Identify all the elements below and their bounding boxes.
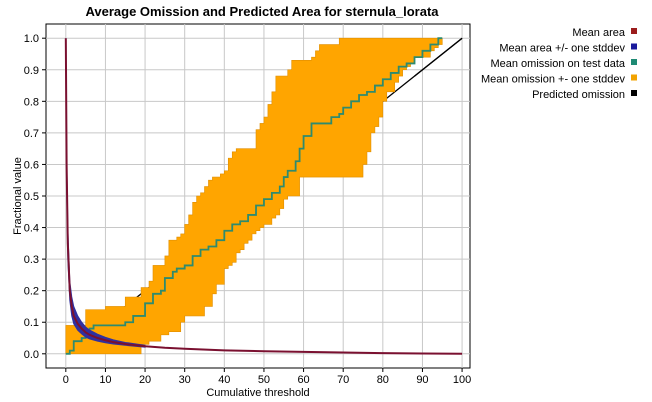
legend-label: Predicted omission [532,89,625,101]
legend-swatch [631,90,637,96]
x-tick-label: 20 [139,374,151,386]
legend-label: Mean area +/- one stddev [499,43,625,55]
x-tick-label: 90 [416,374,428,386]
mean-area-line [64,38,463,355]
y-tick-label: 0.5 [24,191,39,203]
y-axis-label: Fractional value [12,157,24,235]
y-tick-label: 0.2 [24,286,39,298]
y-tick-label: 1.0 [24,33,39,45]
x-tick-label: 0 [63,374,69,386]
legend-label: Mean omission on test data [490,58,625,70]
x-tick-label: 30 [179,374,191,386]
omission-stddev-band [65,37,443,355]
predicted-omission-line-top [414,37,463,77]
mean-omission-line [65,37,443,355]
legend-swatch [631,74,637,81]
y-tick-label: 0.4 [24,223,39,235]
legend: Mean area Mean area +/- one stddev Mean om… [481,27,637,101]
x-tick-label: 40 [218,374,230,386]
legend-label: Mean area [572,27,625,39]
x-tick-label: 80 [377,374,389,386]
x-tick-label: 70 [337,374,349,386]
x-tick-label: 60 [297,374,309,386]
y-tick-label: 0.3 [24,254,39,266]
y-tick-label: 0.0 [24,349,39,361]
legend-swatch [631,59,637,65]
x-tick-label: 10 [99,374,111,386]
x-tick-label: 100 [453,374,471,386]
legend-label: Mean omission +- one stddev [481,74,625,86]
chart-title: Average Omission and Predicted Area for … [85,4,439,19]
legend-swatch [631,43,637,50]
plot-area: 0 10 20 30 40 50 60 70 80 90 100 0.0 0.1 0.2 0.3 0.4 0.5… [24,23,471,386]
y-tick-label: 0.9 [24,65,39,77]
y-tick-label: 0.7 [24,128,39,140]
y-tick-label: 0.8 [24,96,39,108]
x-axis-label: Cumulative threshold [206,387,309,399]
y-tick-label: 0.1 [24,317,39,329]
y-tick-label: 0.6 [24,159,39,171]
legend-swatch [631,28,637,34]
x-tick-label: 50 [258,374,270,386]
